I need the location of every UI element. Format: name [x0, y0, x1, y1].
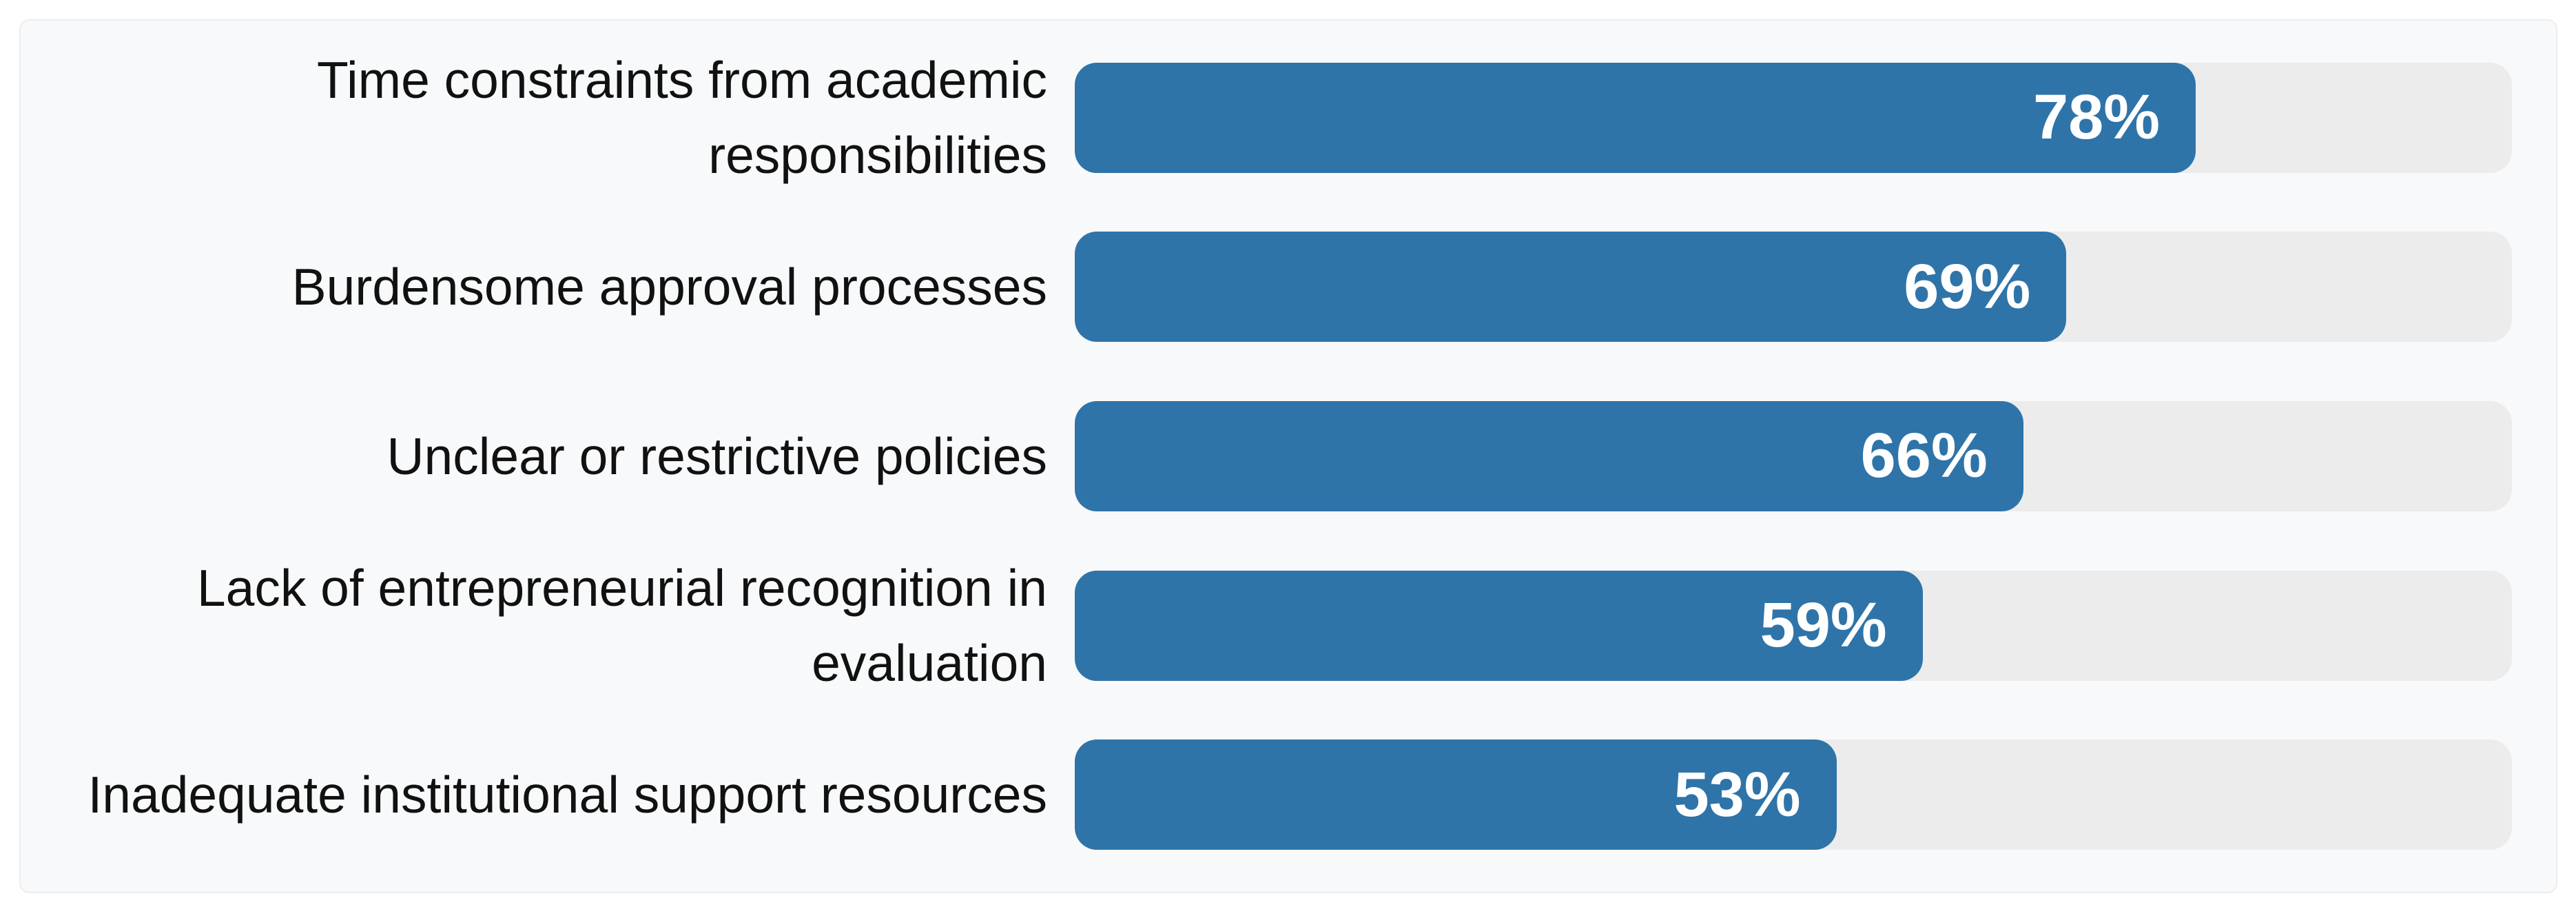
bar-fill: 78%: [1075, 62, 2196, 173]
bar-row: Unclear or restrictive policies 66%: [41, 371, 2512, 541]
bar-fill: 53%: [1075, 740, 1837, 850]
bar-value-label: 69%: [1904, 251, 2031, 322]
bar-category-label: Time constraints from academic responsib…: [316, 51, 1047, 184]
bar-track: 59%: [1075, 570, 2512, 681]
bar-category-label: Inadequate institutional support resourc…: [87, 765, 1047, 824]
bar-fill: 66%: [1075, 400, 2023, 511]
bar-track: 53%: [1075, 740, 2512, 850]
bar-value-label: 53%: [1673, 759, 1801, 830]
bar-category-label: Burdensome approval processes: [291, 258, 1047, 316]
bar-row: Burdensome approval processes 69%: [41, 203, 2512, 372]
bar-category-label: Unclear or restrictive policies: [387, 427, 1047, 485]
bar-row: Time constraints from academic responsib…: [41, 33, 2512, 203]
bar-fill: 59%: [1075, 570, 1923, 681]
bar-value-label: 78%: [2032, 82, 2161, 153]
bar-row: Lack of entrepreneurial recognition in e…: [41, 541, 2512, 711]
bar-chart-card: Time constraints from academic responsib…: [19, 19, 2557, 893]
bar-value-label: 59%: [1760, 590, 1887, 661]
bar-row: Inadequate institutional support resourc…: [41, 710, 2512, 879]
bar-track: 69%: [1075, 232, 2512, 343]
bar-track: 78%: [1075, 62, 2512, 173]
bar-category-label: Lack of entrepreneurial recognition in e…: [196, 558, 1047, 692]
bar-track: 66%: [1075, 400, 2512, 511]
bar-fill: 69%: [1075, 232, 2067, 343]
bar-value-label: 66%: [1860, 420, 1988, 491]
